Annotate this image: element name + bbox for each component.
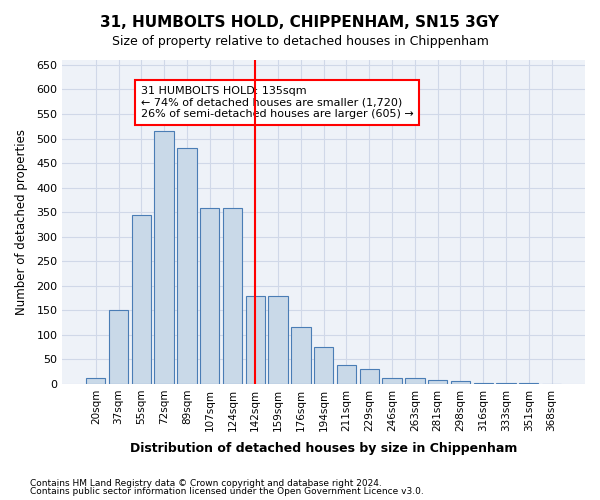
- Bar: [337, 366, 356, 384]
- Text: Size of property relative to detached houses in Chippenham: Size of property relative to detached ho…: [112, 35, 488, 48]
- Bar: [291, 328, 311, 384]
- Bar: [451, 382, 470, 384]
- Bar: [359, 369, 379, 384]
- Y-axis label: Number of detached properties: Number of detached properties: [15, 129, 28, 315]
- Bar: [131, 214, 151, 384]
- Bar: [86, 378, 106, 384]
- Bar: [314, 347, 334, 384]
- Bar: [428, 380, 447, 384]
- Text: 31, HUMBOLTS HOLD, CHIPPENHAM, SN15 3GY: 31, HUMBOLTS HOLD, CHIPPENHAM, SN15 3GY: [101, 15, 499, 30]
- Bar: [154, 131, 174, 384]
- Text: Contains public sector information licensed under the Open Government Licence v3: Contains public sector information licen…: [30, 487, 424, 496]
- Bar: [177, 148, 197, 384]
- Bar: [382, 378, 402, 384]
- Bar: [405, 378, 425, 384]
- Bar: [268, 296, 288, 384]
- Bar: [245, 296, 265, 384]
- Bar: [109, 310, 128, 384]
- Bar: [473, 383, 493, 384]
- Bar: [200, 208, 220, 384]
- Text: 31 HUMBOLTS HOLD: 135sqm
← 74% of detached houses are smaller (1,720)
26% of sem: 31 HUMBOLTS HOLD: 135sqm ← 74% of detach…: [141, 86, 413, 119]
- Bar: [223, 208, 242, 384]
- Text: Contains HM Land Registry data © Crown copyright and database right 2024.: Contains HM Land Registry data © Crown c…: [30, 478, 382, 488]
- X-axis label: Distribution of detached houses by size in Chippenham: Distribution of detached houses by size …: [130, 442, 517, 455]
